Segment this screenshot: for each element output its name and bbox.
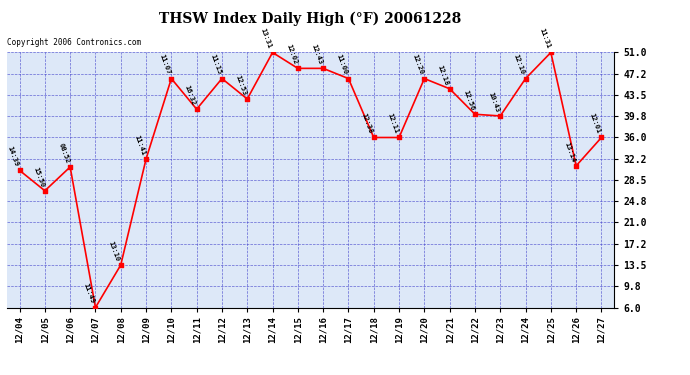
Text: 12:01: 12:01 xyxy=(589,113,602,135)
Point xyxy=(90,304,101,310)
Point xyxy=(495,113,506,119)
Text: 13:31: 13:31 xyxy=(259,28,273,50)
Text: 15:50: 15:50 xyxy=(32,166,45,188)
Point xyxy=(65,164,76,170)
Text: 13:14: 13:14 xyxy=(563,141,576,163)
Point xyxy=(14,167,25,173)
Point xyxy=(293,65,304,71)
Point xyxy=(191,106,202,112)
Point xyxy=(141,156,152,162)
Text: 11:15: 11:15 xyxy=(209,54,222,76)
Text: 11:31: 11:31 xyxy=(538,28,551,50)
Point xyxy=(444,86,455,92)
Text: 12:10: 12:10 xyxy=(513,54,526,76)
Point xyxy=(343,76,354,82)
Point xyxy=(217,76,228,82)
Text: 12:18: 12:18 xyxy=(437,64,450,86)
Text: 11:41: 11:41 xyxy=(133,134,146,156)
Point xyxy=(368,135,380,141)
Text: 11:49: 11:49 xyxy=(83,283,95,305)
Point xyxy=(115,262,126,268)
Point xyxy=(520,76,531,82)
Point xyxy=(596,135,607,141)
Text: 10:43: 10:43 xyxy=(487,91,500,113)
Point xyxy=(393,135,404,141)
Text: 11:07: 11:07 xyxy=(159,54,171,76)
Text: 08:52: 08:52 xyxy=(57,142,70,164)
Text: 16:32: 16:32 xyxy=(184,84,197,106)
Text: 12:38: 12:38 xyxy=(361,113,374,135)
Point xyxy=(267,50,278,55)
Text: 12:56: 12:56 xyxy=(462,90,475,111)
Point xyxy=(241,96,253,102)
Point xyxy=(39,188,50,194)
Point xyxy=(166,76,177,82)
Point xyxy=(469,111,480,117)
Point xyxy=(419,76,430,82)
Text: 12:43: 12:43 xyxy=(310,44,323,66)
Text: Copyright 2006 Contronics.com: Copyright 2006 Contronics.com xyxy=(7,38,141,47)
Text: THSW Index Daily High (°F) 20061228: THSW Index Daily High (°F) 20061228 xyxy=(159,11,462,26)
Text: 12:53: 12:53 xyxy=(235,74,247,96)
Text: 13:10: 13:10 xyxy=(108,240,121,262)
Text: 11:00: 11:00 xyxy=(335,54,348,76)
Point xyxy=(317,65,328,71)
Point xyxy=(545,50,556,55)
Text: 12:02: 12:02 xyxy=(285,44,298,66)
Text: 14:39: 14:39 xyxy=(7,146,19,168)
Text: 12:11: 12:11 xyxy=(386,113,399,135)
Point xyxy=(571,163,582,169)
Text: 12:20: 12:20 xyxy=(411,54,424,76)
